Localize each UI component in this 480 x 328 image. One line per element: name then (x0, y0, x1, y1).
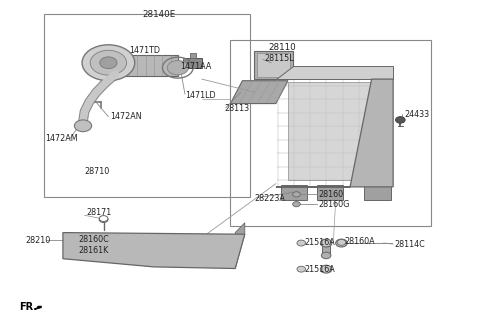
Text: 28113: 28113 (225, 104, 250, 113)
Circle shape (321, 265, 332, 273)
Circle shape (71, 237, 79, 243)
Circle shape (90, 50, 127, 75)
Polygon shape (317, 185, 343, 200)
Polygon shape (123, 54, 178, 76)
Text: 21516A: 21516A (305, 265, 336, 274)
Text: 1472AM: 1472AM (45, 134, 78, 143)
Circle shape (71, 238, 79, 244)
Polygon shape (257, 53, 290, 77)
Circle shape (82, 45, 135, 81)
Circle shape (321, 239, 332, 247)
Circle shape (71, 248, 79, 254)
Circle shape (322, 252, 331, 259)
Circle shape (71, 248, 79, 254)
Text: 1471TD: 1471TD (129, 46, 160, 55)
Circle shape (297, 240, 306, 246)
Polygon shape (36, 306, 41, 309)
Circle shape (167, 60, 188, 75)
Text: 28161K: 28161K (78, 246, 108, 256)
Polygon shape (276, 79, 393, 187)
Text: 28115L: 28115L (264, 54, 294, 63)
Text: 1471AA: 1471AA (180, 62, 211, 71)
Circle shape (293, 202, 300, 207)
Text: 28160A: 28160A (344, 237, 375, 246)
Text: 21516A: 21516A (305, 238, 336, 247)
Polygon shape (63, 233, 245, 269)
Text: 28110: 28110 (269, 43, 297, 51)
Circle shape (74, 120, 92, 132)
Circle shape (336, 239, 347, 247)
Text: FR.: FR. (19, 302, 37, 312)
Text: 28171: 28171 (86, 208, 111, 217)
Polygon shape (276, 66, 393, 79)
Text: 28160C: 28160C (78, 235, 109, 244)
Text: 1471LD: 1471LD (185, 91, 216, 100)
Text: 28140E: 28140E (142, 10, 175, 19)
Bar (230, 40, 432, 226)
Circle shape (293, 192, 300, 197)
Polygon shape (190, 53, 196, 58)
Text: 28710: 28710 (84, 167, 110, 176)
Polygon shape (254, 51, 293, 79)
Text: 28114C: 28114C (394, 240, 425, 250)
Polygon shape (235, 223, 245, 269)
Polygon shape (364, 185, 391, 200)
Polygon shape (323, 246, 330, 254)
Circle shape (396, 117, 405, 123)
Text: 28160: 28160 (318, 190, 343, 199)
Polygon shape (281, 185, 307, 200)
Text: 28210: 28210 (25, 236, 51, 245)
Polygon shape (182, 58, 202, 68)
Circle shape (297, 266, 306, 272)
Polygon shape (288, 82, 384, 180)
Bar (44, 14, 250, 197)
Polygon shape (70, 236, 235, 264)
Text: 28223A: 28223A (254, 194, 285, 203)
Circle shape (99, 216, 108, 222)
Text: 28160G: 28160G (318, 200, 349, 209)
Text: 24433: 24433 (404, 110, 429, 119)
Circle shape (337, 239, 346, 245)
Circle shape (99, 215, 108, 221)
Text: 1472AN: 1472AN (110, 112, 142, 121)
Circle shape (170, 61, 185, 71)
Circle shape (100, 57, 117, 69)
Polygon shape (230, 81, 288, 104)
